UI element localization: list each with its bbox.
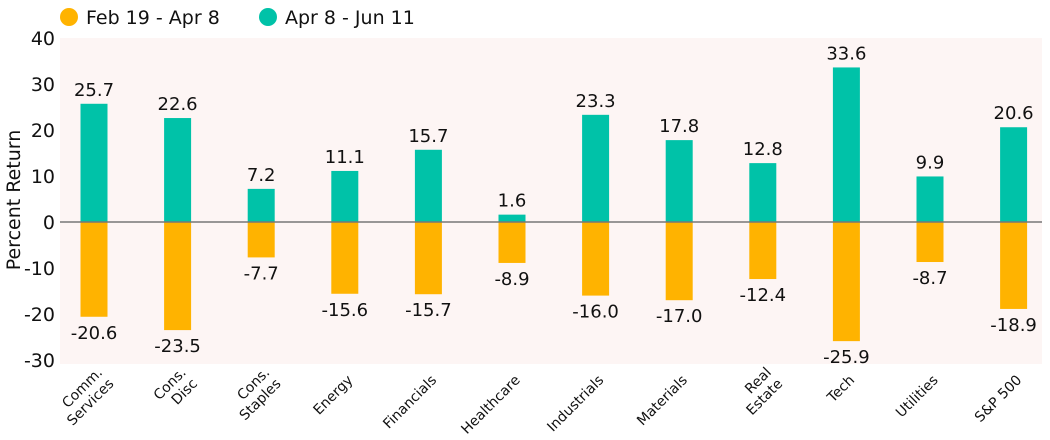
bar-feb-apr: [665, 222, 693, 301]
x-tick-label: Cons.Disc: [151, 365, 201, 409]
data-label: 20.6: [994, 103, 1034, 124]
bar-apr-jun: [80, 103, 108, 222]
y-tick-label: -20: [24, 304, 55, 326]
data-label: 9.9: [916, 152, 945, 173]
bar-feb-apr: [916, 222, 944, 263]
x-tick-label: Cons.Staples: [234, 365, 284, 424]
legend-marker-feb-apr: [60, 8, 78, 26]
bar-apr-jun: [414, 149, 442, 222]
y-tick-label: 10: [31, 166, 55, 188]
bar-feb-apr: [80, 222, 108, 317]
y-tick-label: 30: [31, 74, 55, 96]
data-label: -20.6: [71, 323, 118, 344]
x-tick-label-line: Tech: [824, 372, 858, 406]
bar-feb-apr: [832, 222, 860, 342]
data-label: -8.7: [912, 268, 947, 289]
bar-feb-apr: [749, 222, 777, 280]
legend: Feb 19 - Apr 8 Apr 8 - Jun 11: [60, 7, 415, 29]
bar-feb-apr: [164, 222, 192, 331]
bar-feb-apr: [247, 222, 275, 258]
x-tick-label-line: Healthcare: [458, 372, 523, 437]
data-label: 22.6: [158, 94, 198, 115]
x-tick-label: Utilities: [893, 372, 942, 421]
data-label: -23.5: [154, 336, 201, 357]
bar-apr-jun: [665, 140, 693, 222]
data-label: 17.8: [659, 116, 699, 137]
data-label: 33.6: [826, 43, 866, 64]
data-label: 23.3: [576, 91, 616, 112]
y-axis-label: Percent Return: [3, 130, 25, 271]
x-tick-label-line: Utilities: [893, 372, 942, 421]
bar-apr-jun: [498, 214, 526, 222]
data-label: 25.7: [74, 80, 114, 101]
bar-feb-apr: [1000, 222, 1028, 309]
x-tick-label-line: Energy: [310, 372, 356, 418]
bar-feb-apr: [498, 222, 526, 263]
y-tick-label: 20: [31, 120, 55, 142]
data-label: -16.0: [572, 302, 619, 323]
bar-feb-apr: [414, 222, 442, 295]
data-label: 12.8: [743, 139, 783, 160]
x-tick-label-line: Financials: [380, 372, 440, 432]
data-label: 15.7: [408, 126, 448, 147]
x-tick-label: S&P 500: [972, 372, 1025, 425]
data-label: -12.4: [740, 285, 787, 306]
x-tick-label: Comm.Services: [59, 365, 117, 429]
data-label: 11.1: [325, 147, 365, 168]
plot-background: [60, 38, 1042, 364]
bar-apr-jun: [749, 163, 777, 222]
y-tick-label: 0: [43, 212, 55, 234]
data-label: -18.9: [990, 315, 1037, 336]
data-label: 1.6: [498, 191, 527, 212]
x-tick-label: Energy: [310, 372, 356, 418]
data-label: -17.0: [656, 306, 703, 327]
y-tick-label: -30: [24, 350, 55, 372]
y-tick-label: 40: [31, 28, 55, 50]
data-label: -25.9: [823, 347, 870, 368]
bar-feb-apr: [582, 222, 610, 296]
bar-apr-jun: [164, 118, 192, 222]
data-label: -7.7: [244, 263, 279, 284]
bar-apr-jun: [1000, 127, 1028, 222]
legend-label-apr-jun: Apr 8 - Jun 11: [285, 7, 415, 29]
bar-apr-jun: [916, 176, 944, 222]
x-tick-label: Tech: [824, 372, 858, 406]
x-tick-label: Healthcare: [458, 372, 523, 437]
bar-apr-jun: [331, 170, 359, 222]
legend-marker-apr-jun: [259, 8, 277, 26]
x-tick-label-line: S&P 500: [972, 372, 1025, 425]
bar-apr-jun: [832, 67, 860, 222]
bar-apr-jun: [582, 114, 610, 222]
data-label: 7.2: [247, 165, 276, 186]
data-label: -15.6: [322, 300, 369, 321]
data-label: -15.7: [405, 300, 452, 321]
x-tick-label-line: Materials: [634, 372, 691, 429]
x-tick-label: Financials: [380, 372, 440, 432]
bar-apr-jun: [247, 188, 275, 222]
legend-label-feb-apr: Feb 19 - Apr 8: [86, 7, 220, 29]
x-tick-label: Materials: [634, 372, 691, 429]
y-tick-label: -10: [24, 258, 55, 280]
x-tick-label-line: Industrials: [544, 372, 607, 435]
bar-feb-apr: [331, 222, 359, 294]
x-tick-label: Industrials: [544, 372, 607, 435]
data-label: -8.9: [494, 269, 529, 290]
